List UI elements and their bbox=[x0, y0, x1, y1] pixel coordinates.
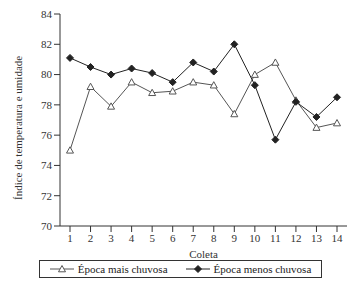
svg-text:11: 11 bbox=[270, 232, 281, 244]
svg-text:7: 7 bbox=[190, 232, 196, 244]
svg-text:74: 74 bbox=[41, 159, 53, 171]
svg-text:70: 70 bbox=[41, 220, 53, 232]
svg-text:Índice de temperatura e umidad: Índice de temperatura e umidade bbox=[12, 56, 24, 200]
svg-text:8: 8 bbox=[211, 232, 217, 244]
svg-text:84: 84 bbox=[41, 8, 53, 20]
svg-text:3: 3 bbox=[108, 232, 114, 244]
svg-text:Coleta: Coleta bbox=[189, 248, 218, 260]
html-text:Época menos chuvosa: Época menos chuvosa bbox=[213, 263, 312, 275]
svg-text:9: 9 bbox=[232, 232, 238, 244]
svg-text:72: 72 bbox=[41, 190, 52, 202]
svg-text:82: 82 bbox=[41, 38, 52, 50]
svg-text:80: 80 bbox=[41, 68, 53, 80]
svg-text:6: 6 bbox=[170, 232, 176, 244]
svg-text:78: 78 bbox=[41, 99, 53, 111]
html-text:Época mais chuvosa: Época mais chuvosa bbox=[77, 263, 168, 275]
svg-text:10: 10 bbox=[249, 232, 261, 244]
svg-text:5: 5 bbox=[149, 232, 155, 244]
svg-text:2: 2 bbox=[88, 232, 94, 244]
svg-text:4: 4 bbox=[129, 232, 135, 244]
svg-text:13: 13 bbox=[311, 232, 323, 244]
svg-text:14: 14 bbox=[332, 232, 344, 244]
svg-text:12: 12 bbox=[290, 232, 301, 244]
svg-text:1: 1 bbox=[67, 232, 73, 244]
svg-text:76: 76 bbox=[41, 129, 53, 141]
